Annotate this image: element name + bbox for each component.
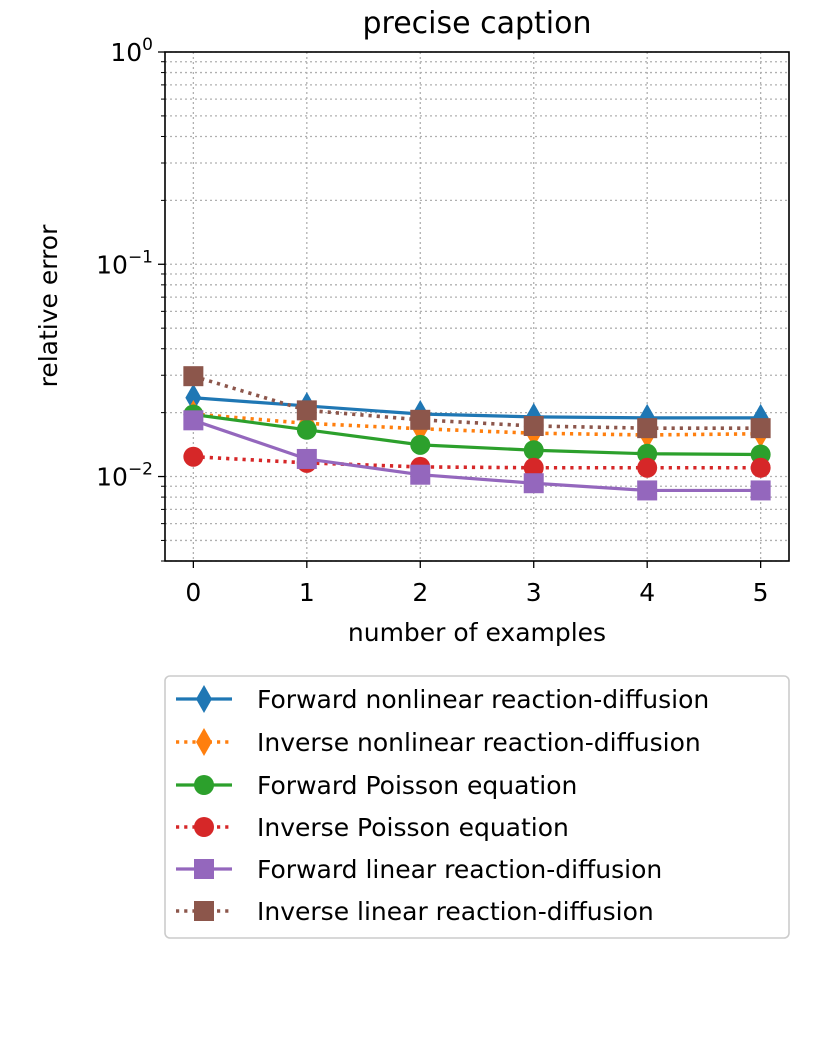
diamond-marker <box>196 728 212 756</box>
square-marker <box>296 448 317 469</box>
circle-marker <box>296 419 317 440</box>
legend: Forward nonlinear reaction-diffusion Inve… <box>164 675 790 939</box>
circle-marker <box>194 775 214 795</box>
square-marker <box>183 410 204 431</box>
legend-label: Forward nonlinear reaction-diffusion <box>257 685 709 714</box>
y-tick-label: 100 <box>110 35 153 67</box>
series-6 <box>183 366 771 439</box>
series-line <box>193 454 761 470</box>
grid <box>165 51 789 562</box>
series-line <box>193 396 761 420</box>
legend-item: Inverse Poisson equation <box>176 813 569 842</box>
legend-frame <box>164 675 790 939</box>
circle-marker <box>523 440 544 461</box>
square-marker <box>410 464 431 485</box>
legend-label: Forward Poisson equation <box>257 771 577 800</box>
x-tick-label: 5 <box>753 578 769 607</box>
y-axis: 100 10−1 10−2 <box>96 35 165 562</box>
legend-item: Inverse linear reaction-diffusion <box>176 897 654 926</box>
series-line <box>192 374 761 430</box>
legend-item: Forward nonlinear reaction-diffusion <box>176 685 709 714</box>
x-axis: 0 1 2 3 4 5 <box>185 561 769 607</box>
x-tick-label: 3 <box>526 578 542 607</box>
y-axis-label: relative error <box>34 224 63 387</box>
square-marker <box>194 901 214 921</box>
series-layer <box>183 366 771 501</box>
circle-marker <box>637 457 658 478</box>
diamond-marker <box>185 383 202 412</box>
circle-marker <box>637 443 658 464</box>
series-5 <box>183 410 771 501</box>
series-line <box>192 418 761 493</box>
series-line <box>193 412 761 457</box>
square-marker <box>637 418 658 439</box>
x-tick-label: 2 <box>412 578 428 607</box>
series-3 <box>183 404 771 465</box>
circle-marker <box>410 434 431 455</box>
legend-label: Inverse nonlinear reaction-diffusion <box>257 728 701 757</box>
square-marker <box>183 366 204 387</box>
square-marker <box>637 480 658 501</box>
legend-label: Inverse linear reaction-diffusion <box>257 897 654 926</box>
square-marker <box>750 418 771 439</box>
square-marker <box>750 480 771 501</box>
legend-item: Forward linear reaction-diffusion <box>176 855 662 884</box>
legend-label: Inverse Poisson equation <box>257 813 569 842</box>
plot-frame <box>164 51 790 562</box>
legend-label: Forward linear reaction-diffusion <box>257 855 662 884</box>
x-tick-label: 4 <box>639 578 655 607</box>
square-marker <box>296 400 317 421</box>
square-marker <box>523 416 544 437</box>
square-marker <box>523 473 544 494</box>
circle-marker <box>750 457 771 478</box>
circle-marker <box>183 446 204 467</box>
diamond-marker <box>196 685 212 713</box>
chart-title: precise caption <box>362 6 591 41</box>
legend-item: Inverse nonlinear reaction-diffusion <box>176 728 701 757</box>
legend-item: Forward Poisson equation <box>176 771 577 800</box>
square-marker <box>194 859 214 879</box>
x-axis-label: number of examples <box>348 618 606 647</box>
circle-marker <box>194 817 214 837</box>
x-tick-label: 0 <box>185 578 201 607</box>
y-tick-label: 10−1 <box>96 247 153 279</box>
circle-marker <box>523 457 544 478</box>
x-tick-label: 1 <box>299 578 315 607</box>
series-4 <box>183 446 771 478</box>
square-marker <box>410 409 431 430</box>
y-tick-label: 10−2 <box>96 460 153 492</box>
